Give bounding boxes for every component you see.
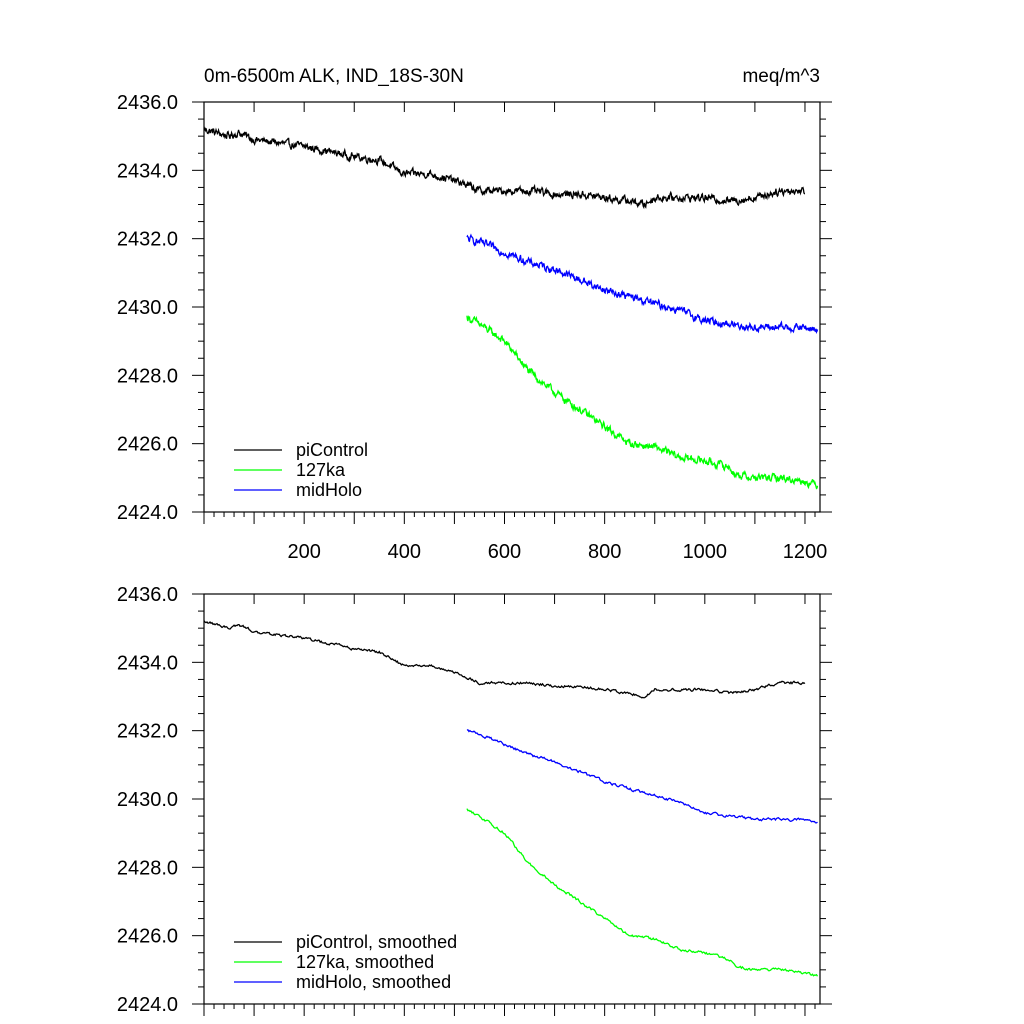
top-y-tick-label: 2428.0	[117, 365, 178, 387]
bottom-legend-label: piControl, smoothed	[296, 932, 457, 952]
top-x-tick-label: 400	[388, 541, 421, 563]
bottom-series-line-1	[466, 808, 819, 977]
bottom-y-tick-label: 2426.0	[117, 926, 178, 948]
top-x-tick-label: 1000	[683, 541, 728, 563]
bottom-y-tick-label: 2436.0	[117, 584, 178, 606]
top-y-tick-label: 2436.0	[117, 92, 178, 114]
top-series-line-2	[466, 233, 819, 335]
bottom-y-tick-label: 2424.0	[117, 994, 178, 1016]
top-x-tick-label: 800	[588, 541, 621, 563]
bottom-y-tick-label: 2430.0	[117, 789, 178, 811]
bottom-series-line-0	[204, 620, 806, 699]
top-legend-label: piControl	[296, 440, 368, 460]
bottom-series-line-2	[466, 729, 818, 824]
top-panel: 0m-6500m ALK, IND_18S-30N meq/m^3 2424.0…	[117, 66, 832, 563]
top-y-tick-label: 2432.0	[117, 229, 178, 251]
bottom-legend-label: midHolo, smoothed	[296, 972, 451, 992]
top-y-tick-label: 2426.0	[117, 434, 178, 456]
top-legend-label: midHolo	[296, 480, 362, 500]
top-x-tick-label: 600	[488, 541, 521, 563]
top-y-tick-label: 2424.0	[117, 502, 178, 524]
bottom-panel: 2424.0 2426.0 2428.0 2430.0 2432.0 2434.0 2436…	[117, 584, 832, 1016]
top-x-tick-label: 200	[287, 541, 320, 563]
bottom-y-tick-label: 2432.0	[117, 721, 178, 743]
bottom-y-tick-label: 2434.0	[117, 652, 178, 674]
top-x-tick-label: 1200	[783, 541, 828, 563]
top-series-line-1	[466, 315, 819, 490]
top-panel-title: 0m-6500m ALK, IND_18S-30N	[204, 66, 464, 87]
top-panel-units: meq/m^3	[742, 66, 820, 87]
bottom-legend-label: 127ka, smoothed	[296, 952, 434, 972]
bottom-y-tick-label: 2428.0	[117, 857, 178, 879]
top-y-tick-label: 2430.0	[117, 297, 178, 319]
top-series-line-0	[204, 126, 806, 210]
top-legend-label: 127ka	[296, 460, 346, 480]
top-y-tick-label: 2434.0	[117, 160, 178, 182]
